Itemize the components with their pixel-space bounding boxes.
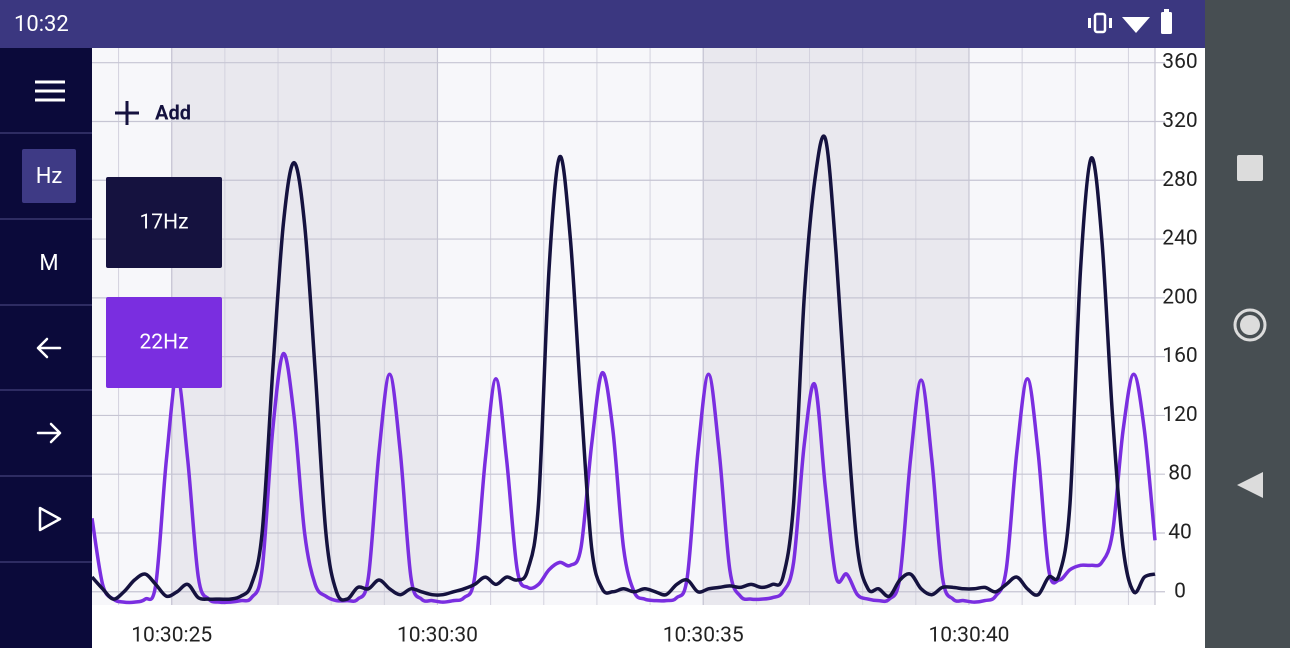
m-button[interactable]: M [39,251,58,276]
status-bar [0,0,1205,48]
forward-button[interactable] [36,422,62,444]
recents-button[interactable] [1237,155,1263,181]
legend-button[interactable] [106,177,222,268]
menu-button[interactable] [35,80,65,102]
time-band [703,48,969,605]
back-button[interactable] [36,337,62,359]
x-tick-label: 10:30:40 [928,624,1009,648]
y-tick-label: 40 [1168,521,1192,545]
x-tick-label: 10:30:30 [397,624,478,648]
y-tick-label: 160 [1162,344,1197,368]
sidebar-dividers [0,132,92,563]
home-button[interactable] [1233,308,1267,342]
legend-label[interactable]: 17Hz [139,211,188,235]
series-line [90,134,1156,602]
y-tick-label: 360 [1162,50,1197,74]
back-nav-button[interactable] [1237,472,1263,498]
status-time: 10:32 [14,12,69,37]
y-tick-label: 240 [1162,227,1197,251]
y-tick-label: 0 [1174,579,1186,603]
status-icons [1088,9,1172,34]
y-tick-label: 120 [1162,403,1197,427]
hz-button-bg[interactable] [22,149,76,203]
y-tick-label: 280 [1162,168,1197,192]
y-tick-label: 200 [1162,285,1197,309]
series-line [90,351,1157,605]
y-tick-label: 320 [1162,109,1197,133]
hz-button[interactable]: Hz [36,164,63,189]
legend-label[interactable]: 22Hz [139,331,188,355]
y-tick-label: 80 [1168,462,1192,486]
add-button[interactable]: Add [155,100,191,124]
add-icon[interactable] [115,101,139,125]
x-tick-label: 10:30:35 [663,624,744,648]
x-tick-label: 10:30:25 [131,624,212,648]
play-button[interactable] [38,506,62,532]
legend-button[interactable] [106,297,222,388]
